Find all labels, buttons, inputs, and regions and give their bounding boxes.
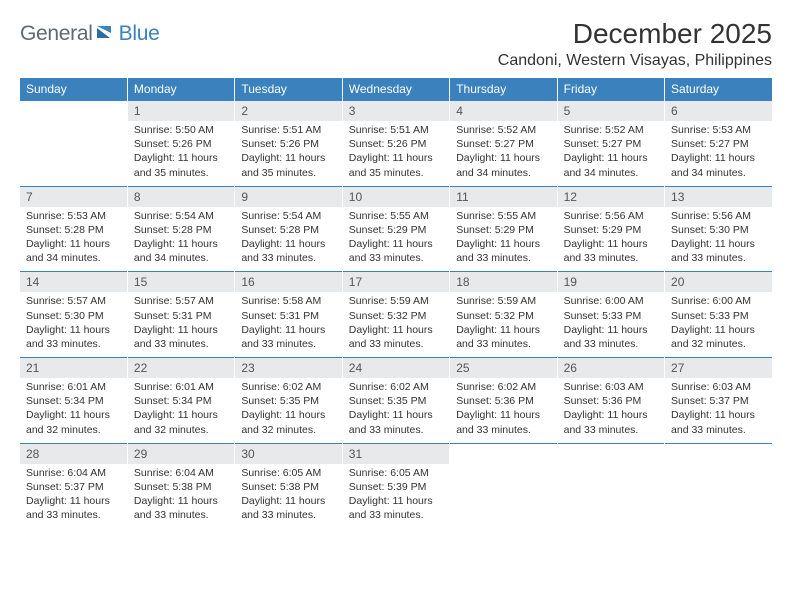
location: Candoni, Western Visayas, Philippines	[498, 52, 772, 70]
day-number-cell: 12	[557, 186, 664, 207]
day-body-cell: Sunrise: 5:51 AMSunset: 5:26 PMDaylight:…	[342, 121, 449, 186]
day-number-cell: 17	[342, 272, 449, 293]
day-number-cell: 30	[235, 443, 342, 464]
day-body-cell	[665, 464, 772, 529]
calendar-table: SundayMondayTuesdayWednesdayThursdayFrid…	[20, 78, 772, 528]
day-body-cell	[20, 121, 127, 186]
day-body-cell: Sunrise: 5:53 AMSunset: 5:27 PMDaylight:…	[665, 121, 772, 186]
day-number-cell: 18	[450, 272, 557, 293]
day-number-cell: 20	[665, 272, 772, 293]
logo-mark-icon	[97, 24, 117, 45]
day-number-cell: 28	[20, 443, 127, 464]
day-body-cell: Sunrise: 6:04 AMSunset: 5:38 PMDaylight:…	[127, 464, 234, 529]
day-header: Monday	[127, 78, 234, 101]
day-body-cell: Sunrise: 6:05 AMSunset: 5:38 PMDaylight:…	[235, 464, 342, 529]
day-number-cell: 9	[235, 186, 342, 207]
day-body-cell: Sunrise: 6:01 AMSunset: 5:34 PMDaylight:…	[127, 378, 234, 443]
day-body-cell: Sunrise: 5:54 AMSunset: 5:28 PMDaylight:…	[127, 207, 234, 272]
day-number-cell: 31	[342, 443, 449, 464]
day-body-cell: Sunrise: 5:55 AMSunset: 5:29 PMDaylight:…	[342, 207, 449, 272]
day-header: Saturday	[665, 78, 772, 101]
day-body-cell: Sunrise: 5:59 AMSunset: 5:32 PMDaylight:…	[342, 292, 449, 357]
day-number-cell: 8	[127, 186, 234, 207]
daynum-row: 14151617181920	[20, 272, 772, 293]
day-body-cell: Sunrise: 5:56 AMSunset: 5:29 PMDaylight:…	[557, 207, 664, 272]
daynum-row: 21222324252627	[20, 358, 772, 379]
day-body-cell: Sunrise: 6:00 AMSunset: 5:33 PMDaylight:…	[557, 292, 664, 357]
day-number-cell: 14	[20, 272, 127, 293]
day-body-cell: Sunrise: 5:52 AMSunset: 5:27 PMDaylight:…	[450, 121, 557, 186]
day-number-cell: 21	[20, 358, 127, 379]
day-number-cell: 25	[450, 358, 557, 379]
content-row: Sunrise: 6:01 AMSunset: 5:34 PMDaylight:…	[20, 378, 772, 443]
day-number-cell: 10	[342, 186, 449, 207]
day-body-cell: Sunrise: 5:50 AMSunset: 5:26 PMDaylight:…	[127, 121, 234, 186]
day-body-cell: Sunrise: 6:02 AMSunset: 5:35 PMDaylight:…	[235, 378, 342, 443]
day-number-cell: 22	[127, 358, 234, 379]
logo-text-blue: Blue	[119, 22, 160, 46]
day-body-cell: Sunrise: 6:01 AMSunset: 5:34 PMDaylight:…	[20, 378, 127, 443]
day-header: Tuesday	[235, 78, 342, 101]
day-number-cell: 29	[127, 443, 234, 464]
day-number-cell	[450, 443, 557, 464]
day-body-cell: Sunrise: 5:54 AMSunset: 5:28 PMDaylight:…	[235, 207, 342, 272]
daynum-row: 28293031	[20, 443, 772, 464]
day-number-cell: 1	[127, 101, 234, 122]
day-body-cell: Sunrise: 5:57 AMSunset: 5:30 PMDaylight:…	[20, 292, 127, 357]
day-body-cell: Sunrise: 6:02 AMSunset: 5:36 PMDaylight:…	[450, 378, 557, 443]
day-body-cell: Sunrise: 6:03 AMSunset: 5:37 PMDaylight:…	[665, 378, 772, 443]
day-body-cell: Sunrise: 6:04 AMSunset: 5:37 PMDaylight:…	[20, 464, 127, 529]
month-title: December 2025	[498, 18, 772, 50]
day-body-cell: Sunrise: 5:56 AMSunset: 5:30 PMDaylight:…	[665, 207, 772, 272]
day-body-cell	[557, 464, 664, 529]
day-number-cell: 3	[342, 101, 449, 122]
day-number-cell: 13	[665, 186, 772, 207]
day-body-cell: Sunrise: 5:53 AMSunset: 5:28 PMDaylight:…	[20, 207, 127, 272]
day-header: Wednesday	[342, 78, 449, 101]
day-number-cell: 11	[450, 186, 557, 207]
day-number-cell: 26	[557, 358, 664, 379]
day-body-cell: Sunrise: 6:02 AMSunset: 5:35 PMDaylight:…	[342, 378, 449, 443]
day-number-cell	[557, 443, 664, 464]
day-number-cell: 27	[665, 358, 772, 379]
day-number-cell	[20, 101, 127, 122]
day-number-cell: 24	[342, 358, 449, 379]
day-body-cell: Sunrise: 5:58 AMSunset: 5:31 PMDaylight:…	[235, 292, 342, 357]
day-body-cell: Sunrise: 6:05 AMSunset: 5:39 PMDaylight:…	[342, 464, 449, 529]
daynum-row: 78910111213	[20, 186, 772, 207]
day-number-cell: 5	[557, 101, 664, 122]
day-body-cell	[450, 464, 557, 529]
logo: General Blue	[20, 22, 159, 46]
day-number-cell	[665, 443, 772, 464]
day-number-cell: 2	[235, 101, 342, 122]
day-body-cell: Sunrise: 6:00 AMSunset: 5:33 PMDaylight:…	[665, 292, 772, 357]
day-body-cell: Sunrise: 5:57 AMSunset: 5:31 PMDaylight:…	[127, 292, 234, 357]
header: General Blue December 2025 Candoni, West…	[20, 18, 772, 70]
day-number-cell: 15	[127, 272, 234, 293]
day-body-cell: Sunrise: 6:03 AMSunset: 5:36 PMDaylight:…	[557, 378, 664, 443]
day-header: Friday	[557, 78, 664, 101]
content-row: Sunrise: 5:50 AMSunset: 5:26 PMDaylight:…	[20, 121, 772, 186]
day-number-cell: 6	[665, 101, 772, 122]
day-number-cell: 7	[20, 186, 127, 207]
daynum-row: 123456	[20, 101, 772, 122]
content-row: Sunrise: 6:04 AMSunset: 5:37 PMDaylight:…	[20, 464, 772, 529]
title-block: December 2025 Candoni, Western Visayas, …	[498, 18, 772, 70]
day-header: Sunday	[20, 78, 127, 101]
day-number-cell: 16	[235, 272, 342, 293]
day-number-cell: 23	[235, 358, 342, 379]
day-body-cell: Sunrise: 5:59 AMSunset: 5:32 PMDaylight:…	[450, 292, 557, 357]
day-body-cell: Sunrise: 5:52 AMSunset: 5:27 PMDaylight:…	[557, 121, 664, 186]
day-header-row: SundayMondayTuesdayWednesdayThursdayFrid…	[20, 78, 772, 101]
day-number-cell: 4	[450, 101, 557, 122]
logo-text-general: General	[20, 22, 93, 46]
content-row: Sunrise: 5:57 AMSunset: 5:30 PMDaylight:…	[20, 292, 772, 357]
content-row: Sunrise: 5:53 AMSunset: 5:28 PMDaylight:…	[20, 207, 772, 272]
day-header: Thursday	[450, 78, 557, 101]
day-body-cell: Sunrise: 5:55 AMSunset: 5:29 PMDaylight:…	[450, 207, 557, 272]
day-number-cell: 19	[557, 272, 664, 293]
day-body-cell: Sunrise: 5:51 AMSunset: 5:26 PMDaylight:…	[235, 121, 342, 186]
